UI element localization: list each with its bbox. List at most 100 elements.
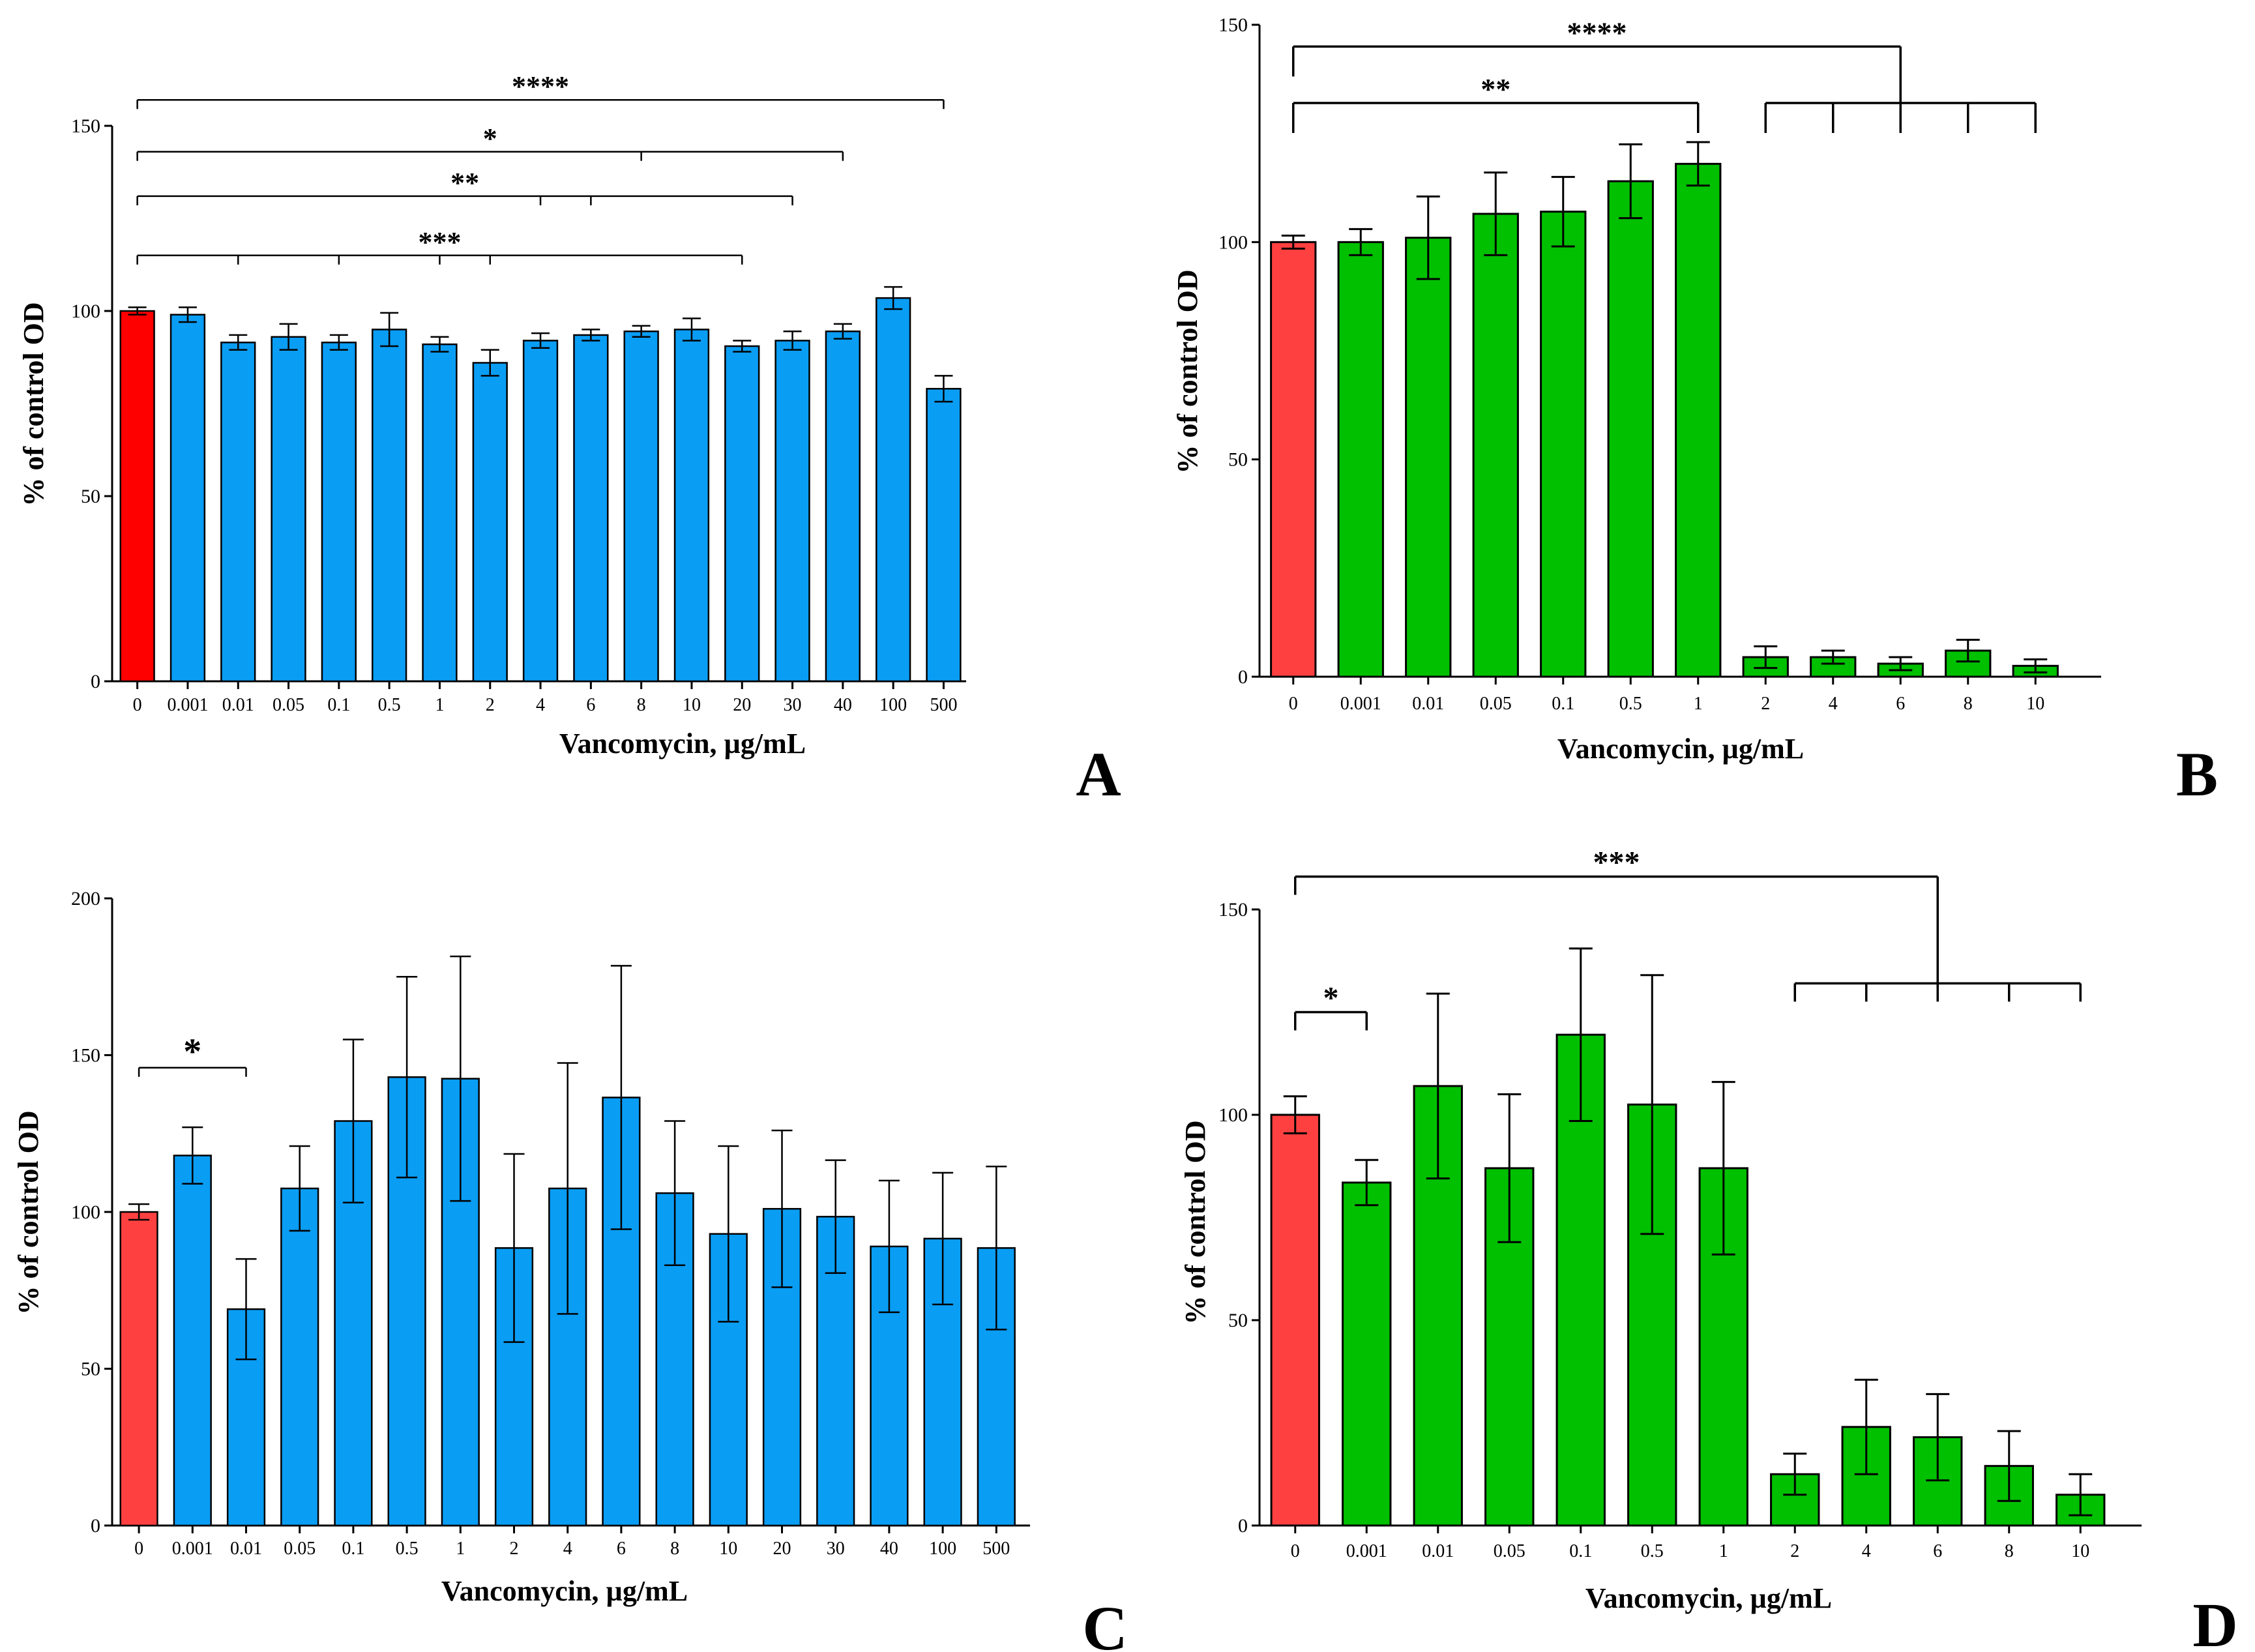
- x-tick-label: 0.1: [1569, 1541, 1592, 1561]
- x-tick-label: 40: [880, 1539, 898, 1559]
- x-tick-label: 1: [1694, 694, 1703, 714]
- x-tick-label: 4: [1862, 1541, 1871, 1561]
- bar: [169, 314, 206, 683]
- bar: [1405, 237, 1452, 678]
- x-tick-label: 0.5: [1641, 1541, 1664, 1561]
- x-tick-label: 0: [133, 695, 142, 715]
- y-axis-title: % of control OD: [1172, 269, 1203, 473]
- x-tick-label: 0: [1291, 1541, 1300, 1561]
- y-tick-label: 100: [71, 1202, 100, 1223]
- bar: [876, 297, 911, 683]
- x-tick-label: 20: [733, 695, 751, 715]
- x-tick-label: 6: [617, 1539, 626, 1559]
- x-axis-title: Vancomycin, µg/mL: [1557, 733, 1804, 765]
- x-tick-label: 100: [929, 1539, 956, 1559]
- x-tick-label: 1: [1719, 1541, 1728, 1561]
- panel-letter: A: [1076, 739, 1121, 809]
- y-tick-label: 150: [71, 1045, 100, 1067]
- bar: [422, 343, 458, 683]
- x-tick-label: 0.01: [1412, 694, 1444, 714]
- x-tick-label: 10: [719, 1539, 737, 1559]
- x-tick-label: 0.01: [222, 695, 254, 715]
- bar: [623, 330, 659, 683]
- x-tick-label: 0.001: [1346, 1541, 1387, 1561]
- significance-label: *: [183, 1032, 201, 1072]
- x-tick-label: 0: [134, 1539, 143, 1559]
- panel-letter: D: [2192, 1590, 2237, 1652]
- x-tick-label: 20: [773, 1539, 791, 1559]
- significance-label: **: [1481, 72, 1511, 106]
- x-tick-label: 0.01: [1422, 1541, 1454, 1561]
- significance-label: ***: [418, 226, 461, 258]
- x-tick-label: 2: [1761, 694, 1770, 714]
- x-tick-label: 500: [982, 1539, 1010, 1559]
- y-tick-label: 150: [1218, 899, 1248, 921]
- x-tick-label: 2: [486, 695, 495, 715]
- x-tick-label: 0.1: [1552, 694, 1574, 714]
- y-axis-title: % of control OD: [1179, 1120, 1211, 1324]
- bar: [573, 334, 609, 683]
- bar: [173, 1155, 212, 1527]
- panel-letter: C: [1082, 1593, 1127, 1652]
- bar: [372, 329, 407, 683]
- bar: [1607, 180, 1654, 678]
- x-tick-label: 0.01: [230, 1539, 262, 1559]
- y-tick-label: 150: [1218, 14, 1248, 36]
- x-tick-label: 6: [1896, 694, 1905, 714]
- x-tick-label: 40: [834, 695, 852, 715]
- significance-label: *: [483, 123, 497, 155]
- x-axis-title: Vancomycin, µg/mL: [441, 1575, 688, 1607]
- x-tick-label: 0.05: [273, 695, 304, 715]
- x-tick-label: 0.05: [1480, 694, 1512, 714]
- y-axis-title: % of control OD: [12, 1110, 44, 1314]
- y-tick-label: 50: [1228, 449, 1248, 471]
- bar: [1337, 241, 1384, 678]
- y-tick-label: 50: [81, 486, 100, 507]
- bar: [926, 388, 962, 683]
- bar: [774, 340, 810, 683]
- x-tick-label: 0.5: [396, 1539, 419, 1559]
- x-tick-label: 10: [2071, 1541, 2089, 1561]
- significance-label: **: [450, 167, 479, 199]
- bar: [673, 329, 710, 683]
- bar: [220, 342, 256, 683]
- chart-panel-C: 0 50 100 150 200 0 0.001 0.01 0.05 0.1 0.5 1 2 4 6 8 10 2…: [12, 888, 1128, 1652]
- x-tick-label: 4: [536, 695, 545, 715]
- x-tick-label: 6: [1933, 1541, 1942, 1561]
- bar: [119, 310, 155, 683]
- x-tick-label: 8: [670, 1539, 679, 1559]
- x-tick-label: 2: [510, 1539, 519, 1559]
- x-tick-label: 0.5: [378, 695, 401, 715]
- y-tick-label: 200: [71, 888, 100, 909]
- panel-letter: B: [2176, 739, 2218, 809]
- bar: [472, 362, 508, 683]
- bar: [1675, 162, 1722, 678]
- x-tick-label: 10: [683, 695, 701, 715]
- x-tick-label: 0.001: [167, 695, 208, 715]
- x-tick-label: 500: [930, 695, 957, 715]
- y-tick-label: 100: [1218, 231, 1248, 253]
- x-tick-label: 1: [456, 1539, 465, 1559]
- significance-label: *: [1323, 981, 1339, 1016]
- x-tick-label: 30: [784, 695, 802, 715]
- x-tick-label: 0.05: [1494, 1541, 1525, 1561]
- x-tick-label: 100: [879, 695, 907, 715]
- bar: [321, 342, 357, 683]
- bar: [119, 1211, 158, 1527]
- x-tick-label: 0.001: [1340, 694, 1381, 714]
- bar: [724, 345, 760, 683]
- x-tick-label: 8: [1964, 694, 1973, 714]
- x-tick-label: 0.1: [327, 695, 350, 715]
- bar: [825, 330, 861, 683]
- bar: [522, 340, 559, 683]
- significance-label: ****: [512, 70, 569, 102]
- y-tick-label: 150: [71, 115, 100, 137]
- chart-panel-A: 0 50 100 150 0 0.001 0.01 0.05 0.1 0.5 1 2 4 6 8 10 20 30…: [18, 70, 1121, 809]
- bar: [1270, 241, 1317, 678]
- y-tick-label: 0: [91, 671, 100, 692]
- y-tick-label: 50: [81, 1359, 100, 1380]
- significance-label: ****: [1567, 16, 1627, 49]
- x-tick-label: 4: [1829, 694, 1838, 714]
